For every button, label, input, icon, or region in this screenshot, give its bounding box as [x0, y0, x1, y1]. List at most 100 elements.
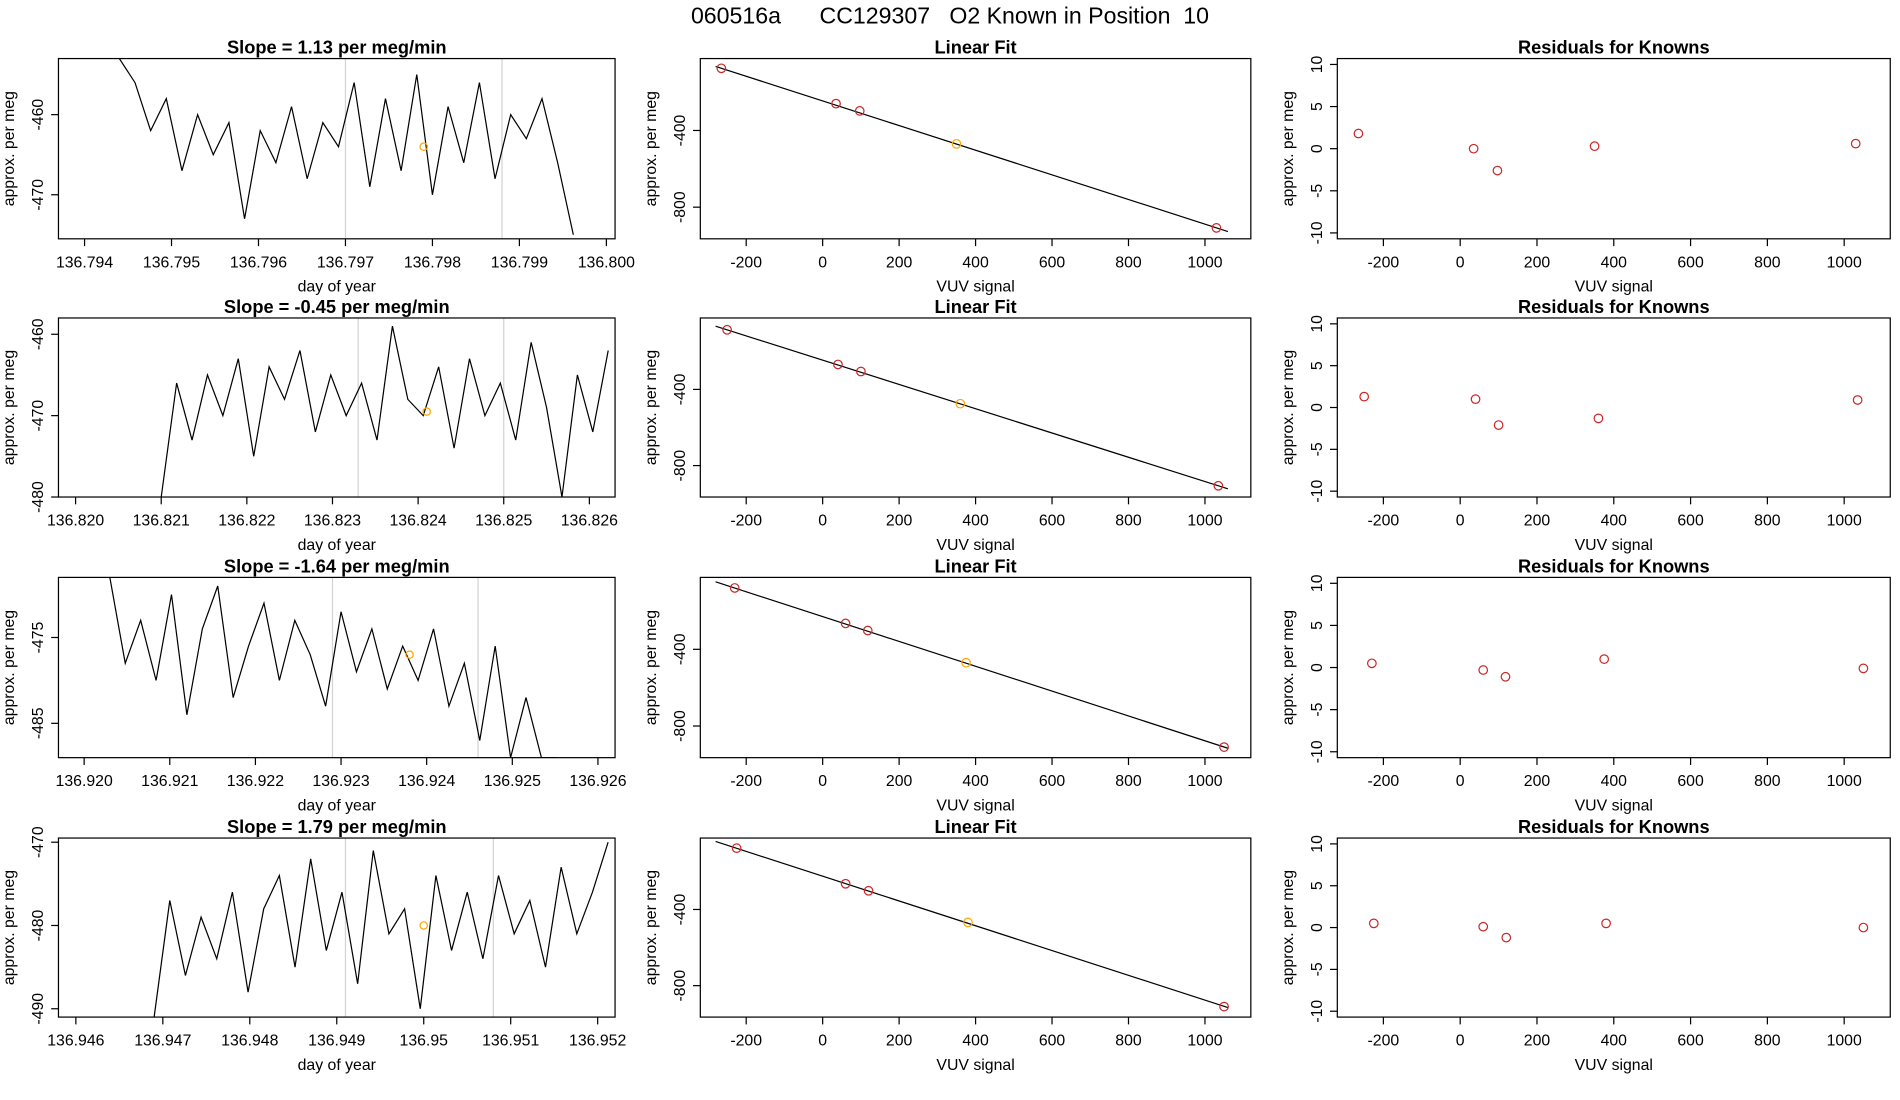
- y-tick-label: -5: [1309, 702, 1326, 716]
- point: [955, 398, 966, 409]
- y-axis-label: approx. per meg: [1, 350, 18, 465]
- plot-area: [1353, 128, 1861, 176]
- y-axis-label: approx. per meg: [1280, 610, 1297, 725]
- x-tick-label: 0: [1456, 254, 1465, 271]
- x-tick-label: 136.95: [400, 1033, 449, 1050]
- point: [1858, 663, 1869, 674]
- panel-title: Slope = -1.64 per meg/min: [224, 555, 450, 576]
- fit-line: [715, 65, 1229, 233]
- point: [854, 106, 865, 116]
- y-axis-label: approx. per meg: [643, 870, 660, 985]
- point: [1492, 165, 1503, 176]
- plot-area: [715, 581, 1229, 752]
- x-tick-label: 800: [1754, 254, 1781, 271]
- x-tick-label: 136.799: [491, 254, 548, 271]
- x-tick-label: 800: [1115, 254, 1142, 271]
- highlight-point: [419, 142, 428, 151]
- x-tick-label: -200: [730, 513, 762, 530]
- x-tick-label: 136.822: [218, 513, 275, 530]
- x-tick-label: 600: [1039, 773, 1066, 790]
- x-tick-label: 0: [1456, 773, 1465, 790]
- panel-title: Slope = 1.13 per meg/min: [227, 37, 447, 58]
- point: [1593, 413, 1604, 424]
- x-axis-label: VUV signal: [1575, 279, 1653, 296]
- point: [1219, 742, 1229, 752]
- x-tick-label: 400: [1601, 513, 1628, 530]
- plot-area: [1368, 918, 1869, 943]
- x-tick-label: 136.946: [47, 1033, 104, 1050]
- point: [1478, 665, 1489, 675]
- y-axis-label: approx. per meg: [1280, 870, 1297, 985]
- y-tick-label: -800: [672, 710, 689, 742]
- point: [840, 618, 851, 629]
- y-tick-label: -800: [672, 191, 689, 223]
- point: [1478, 921, 1489, 932]
- x-tick-label: 600: [1039, 254, 1066, 271]
- point: [1359, 391, 1370, 402]
- x-tick-label: 600: [1677, 1033, 1704, 1050]
- highlight-point: [405, 650, 414, 659]
- x-tick-label: 136.925: [484, 773, 541, 790]
- x-tick-label: 1000: [1187, 513, 1222, 530]
- y-axis-label: approx. per meg: [643, 350, 660, 465]
- y-tick-label: 0: [1309, 403, 1326, 412]
- x-tick-label: 800: [1754, 1033, 1781, 1050]
- y-axis-label: approx. per meg: [1280, 350, 1297, 465]
- panel-title: Linear Fit: [935, 816, 1017, 837]
- x-axis-label: VUV signal: [1575, 1057, 1653, 1074]
- y-tick-label: -400: [672, 373, 689, 405]
- point: [963, 917, 973, 928]
- x-tick-label: 136.920: [56, 773, 113, 790]
- x-tick-label: 136.949: [308, 1033, 365, 1050]
- panel-title: Slope = -0.45 per meg/min: [224, 296, 450, 317]
- panel-title: Slope = 1.79 per meg/min: [227, 816, 447, 837]
- point: [1366, 658, 1377, 669]
- x-tick-label: 136.800: [578, 254, 635, 271]
- x-tick-label: 200: [886, 1033, 913, 1050]
- y-tick-label: 0: [1309, 923, 1326, 932]
- x-tick-label: 400: [962, 773, 989, 790]
- point: [1852, 395, 1863, 405]
- x-tick-label: 136.820: [47, 513, 104, 530]
- panel-title: Residuals for Knowns: [1518, 37, 1710, 58]
- x-axis-label: day of year: [298, 537, 377, 554]
- x-tick-label: -200: [730, 773, 762, 790]
- x-tick-label: 0: [818, 254, 827, 271]
- x-tick-label: 136.795: [143, 254, 200, 271]
- y-tick-label: 5: [1309, 102, 1326, 111]
- x-tick-label: 400: [962, 1033, 989, 1050]
- fit-line: [715, 325, 1229, 490]
- y-tick-label: -400: [672, 114, 689, 146]
- y-tick-label: -10: [1309, 740, 1326, 763]
- x-tick-label: 136.796: [230, 254, 287, 271]
- x-tick-label: 0: [818, 773, 827, 790]
- y-tick-label: -5: [1309, 962, 1326, 976]
- x-tick-label: 800: [1754, 513, 1781, 530]
- highlight-point: [422, 407, 431, 416]
- panel-title: Linear Fit: [935, 296, 1017, 317]
- panel-title: Residuals for Knowns: [1518, 816, 1710, 837]
- plot-area: [118, 58, 574, 239]
- panel-title: Residuals for Knowns: [1518, 296, 1710, 317]
- point: [862, 625, 873, 636]
- y-tick-label: 5: [1309, 621, 1326, 630]
- y-tick-label: 0: [1309, 144, 1326, 153]
- plot-area: [109, 577, 557, 758]
- y-axis-label: approx. per meg: [643, 91, 660, 206]
- y-tick-label: -400: [672, 633, 689, 665]
- x-tick-label: 1000: [1827, 1033, 1862, 1050]
- plot-area: [153, 838, 609, 1018]
- x-tick-label: 0: [818, 1033, 827, 1050]
- data-line: [153, 842, 609, 1018]
- plot-frame: [1336, 57, 1891, 240]
- x-tick-label: 0: [818, 513, 827, 530]
- panel-title: Linear Fit: [935, 555, 1017, 576]
- x-tick-label: 0: [1456, 1033, 1465, 1050]
- plot-frame: [57, 317, 616, 498]
- point: [1850, 138, 1861, 149]
- x-tick-label: 1000: [1187, 1033, 1222, 1050]
- point: [1211, 223, 1222, 233]
- y-tick-label: 5: [1309, 361, 1326, 370]
- data-line: [160, 325, 609, 498]
- y-tick-label: -10: [1309, 480, 1326, 503]
